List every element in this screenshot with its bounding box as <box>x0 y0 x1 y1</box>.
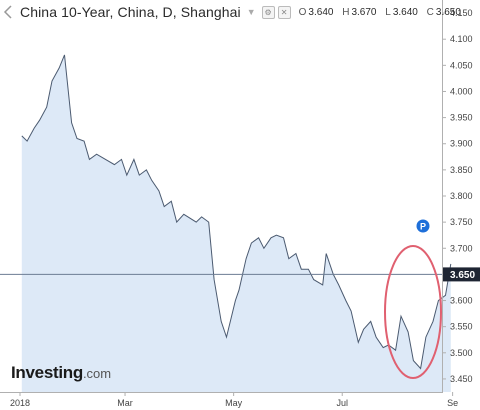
investing-logo: Investing.com <box>11 363 111 383</box>
high-value: 3.670 <box>351 6 377 18</box>
y-tick-label: 3.500 <box>450 348 473 358</box>
y-tick-label: 3.750 <box>450 217 473 227</box>
gear-icon[interactable]: ⚙ <box>261 5 275 19</box>
y-tick-label: 3.550 <box>450 322 473 332</box>
x-tick-label: Mar <box>117 398 133 408</box>
y-tick-label: 3.600 <box>450 296 473 306</box>
price-line <box>21 54 452 370</box>
y-tick-label: 3.450 <box>450 374 473 384</box>
logo-brand: Investing <box>11 363 83 382</box>
y-tick-label: 3.850 <box>450 165 473 175</box>
event-marker-circle[interactable] <box>416 219 430 233</box>
chart-title: China 10-Year, China, D, Shanghai <box>20 4 241 20</box>
event-marker-label[interactable]: P <box>420 222 426 232</box>
x-tick-label: 2018 <box>10 398 30 408</box>
last-price-tag: 3.650 <box>443 267 480 282</box>
x-axis: 2018 Mar May Jul Se <box>10 392 458 408</box>
y-tick-label: 3.700 <box>450 243 473 253</box>
price-area <box>21 54 451 393</box>
highlight-ellipse <box>384 245 442 379</box>
last-price-tag-bg <box>443 267 480 282</box>
y-tick-label: 3.800 <box>450 191 473 201</box>
last-price-tag-text: 3.650 <box>450 270 475 281</box>
close-icon[interactable]: ✕ <box>277 5 291 19</box>
y-tick-label: 4.100 <box>450 34 473 44</box>
open-value: 3.640 <box>308 6 334 18</box>
close-label: C <box>426 6 434 18</box>
y-tick-label: 4.050 <box>450 60 473 70</box>
close-value: 3.650 <box>435 6 461 18</box>
x-tick-label: May <box>225 398 243 408</box>
low-label: L <box>385 6 391 18</box>
x-tick-label: Jul <box>336 398 348 408</box>
logo-suffix: .com <box>82 366 112 381</box>
event-marker[interactable]: P <box>416 219 430 233</box>
low-value: 3.640 <box>392 6 418 18</box>
y-tick-label: 4.000 <box>450 86 473 96</box>
open-label: O <box>298 6 307 18</box>
chart-header: China 10-Year, China, D, Shanghai ▼ ⚙ ✕ … <box>0 3 467 21</box>
y-tick-label: 4.150 <box>450 8 473 18</box>
ohlc-readout: O 3.640 H 3.670 L 3.640 C 3.650 <box>299 7 467 18</box>
y-tick-label: 3.950 <box>450 113 473 123</box>
high-label: H <box>342 6 350 18</box>
collapse-toggle-icon[interactable] <box>1 4 17 20</box>
y-tick-label: 3.900 <box>450 139 473 149</box>
chevron-down-icon[interactable]: ▼ <box>246 7 256 17</box>
x-tick-label: Se <box>447 398 458 408</box>
